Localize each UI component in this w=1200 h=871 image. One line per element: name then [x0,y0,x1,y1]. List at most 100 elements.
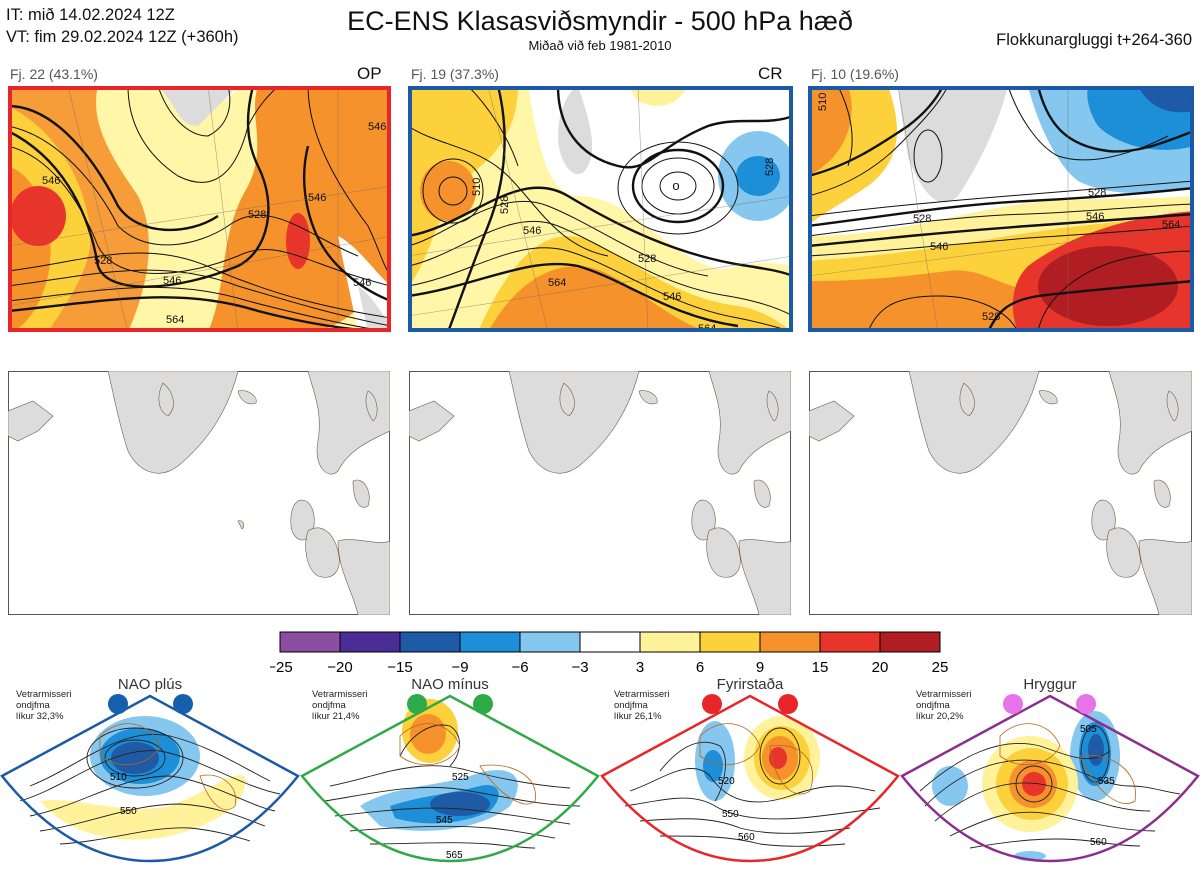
contour-label: 510 [817,93,829,111]
contour-label: 528 [764,158,776,176]
colorbar-swatch [819,631,881,653]
regime-frame [0,694,300,863]
regime-nao-minus: NAO mínus Vetrarmisseri ondjfma líkur 21… [300,676,600,871]
cluster-1-label: Fj. 22 (43.1%) [10,66,98,82]
contour-label: 546 [353,277,371,289]
contour-label: 564 [698,323,716,332]
contour-label: 546 [368,121,386,133]
cluster-frame [8,86,391,332]
regime-note: líkur 26,1% [614,711,662,722]
regime-note: ondjfma [916,700,951,711]
regime-blocking: Fyrirstaða Vetrarmisseri ondjfma líkur 2… [600,676,900,871]
colorbar-tick-label: 25 [932,659,949,676]
colorbar-swatch [759,631,821,653]
contour-label: 564 [166,314,184,326]
cluster-frame [808,86,1194,332]
colorbar-tick-label: −6 [511,659,528,676]
regime-note: ondjfma [312,700,347,711]
regime-note: líkur 20,2% [916,711,964,722]
colorbar-swatch [399,631,461,653]
regime-dot [173,694,193,714]
contour-label: 528 [94,255,112,267]
regime-note: ondjfma [614,700,649,711]
colorbar-tick-label: 15 [812,659,829,676]
regime-dot [407,694,427,714]
regime-note: líkur 21,4% [312,711,360,722]
contour-label: 528 [248,209,266,221]
colorbar-tick-label: −15 [387,659,412,676]
contour-label: 510 [110,772,127,783]
colorbar-swatch [579,631,641,653]
regime-ridge: Hryggur Vetrarmisseri ondjfma líkur 20,2… [900,676,1200,871]
contour-label: 564 [1162,219,1180,231]
cluster-2-map: o 510 528 546 564 528 546 564 528 [408,86,793,332]
regime-note: líkur 32,3% [16,711,64,722]
cluster-3-label: Fj. 10 (19.6%) [811,66,899,82]
colorbar: −25 −20 −15 −9 −6 −3 3 6 9 15 20 25 [267,630,960,681]
contour-label: 528 [913,213,931,225]
issue-time: IT: mið 14.02.2024 12Z [6,6,175,24]
contour-label: 565 [446,850,463,861]
contour-label: 525 [452,772,469,783]
colorbar-tick-label: 3 [636,659,644,676]
regime-name: Hryggur [1023,676,1076,693]
cluster-2-tag: CR [758,64,783,83]
contour-label: 550 [120,806,137,817]
colorbar-swatch [699,631,761,653]
regime-frame [900,694,1200,863]
cluster-2-label: Fj. 19 (37.3%) [411,66,499,82]
page-subtitle: Miðað við feb 1981-2010 [528,38,672,53]
contour-label: 520 [718,776,735,787]
colorbar-swatch [459,631,521,653]
contour-label: 546 [930,241,948,253]
contour-label: 546 [42,175,60,187]
regime-dot [778,694,798,714]
regime-note: Vetrarmisseri [312,689,367,700]
regime-name: Fyrirstaða [717,676,784,693]
contour-label: 546 [523,225,541,237]
header-dates: IT: mið 14.02.2024 12Z VT: fim 29.02.202… [6,4,239,48]
colorbar-tick-label: 9 [756,659,764,676]
regime-name: NAO plús [118,676,182,693]
cluster-3-map: 510 528 546 564 528 546 528 [808,86,1194,332]
regime-note: Vetrarmisseri [916,689,971,700]
regime-name: NAO mínus [411,676,489,693]
regime-dot [1076,694,1096,714]
regime-note: Vetrarmisseri [614,689,669,700]
contour-label: 528 [638,253,656,265]
page-title: EC-ENS Klasasviðsmyndir - 500 hPa hæð [347,6,853,36]
regime-nao-plus: NAO plús Vetrarmisseri ondjfma líkur 32,… [0,676,300,871]
colorbar-swatch [639,631,701,653]
colorbar-swatch [879,631,941,653]
cluster-1-map: 546 528 546 546 546 528 546 564 [8,86,391,332]
contour-label: 560 [1090,837,1107,848]
regime-frame [600,694,900,863]
contour-label: 505 [1080,724,1097,735]
colorbar-swatch [519,631,581,653]
cluster-frame [408,86,793,332]
cluster-1-tag: OP [357,64,382,83]
basemap-3 [809,371,1192,615]
regime-note: Vetrarmisseri [16,689,71,700]
contour-label: 550 [722,809,739,820]
basemap-1 [8,371,390,615]
contour-label: 564 [548,277,566,289]
colorbar-tick-label: −20 [327,659,352,676]
regime-frame [300,694,600,863]
colorbar-tick-label: −3 [571,659,588,676]
colorbar-swatch [279,631,341,653]
contour-label: 546 [663,291,681,303]
contour-label: 528 [982,311,1000,323]
contour-label: 535 [1098,776,1115,787]
contour-label: 528 [1088,187,1106,199]
contour-label: 510 [471,178,483,196]
colorbar-tick-label: 6 [696,659,704,676]
colorbar-tick-label: −9 [451,659,468,676]
colorbar-tick-label: −25 [270,659,293,676]
regime-dot [108,694,128,714]
regime-dot [702,694,722,714]
contour-label: 560 [738,832,755,843]
contour-label: 528 [499,196,511,214]
valid-time: VT: fim 29.02.2024 12Z (+360h) [6,28,239,46]
contour-label: 546 [163,275,181,287]
